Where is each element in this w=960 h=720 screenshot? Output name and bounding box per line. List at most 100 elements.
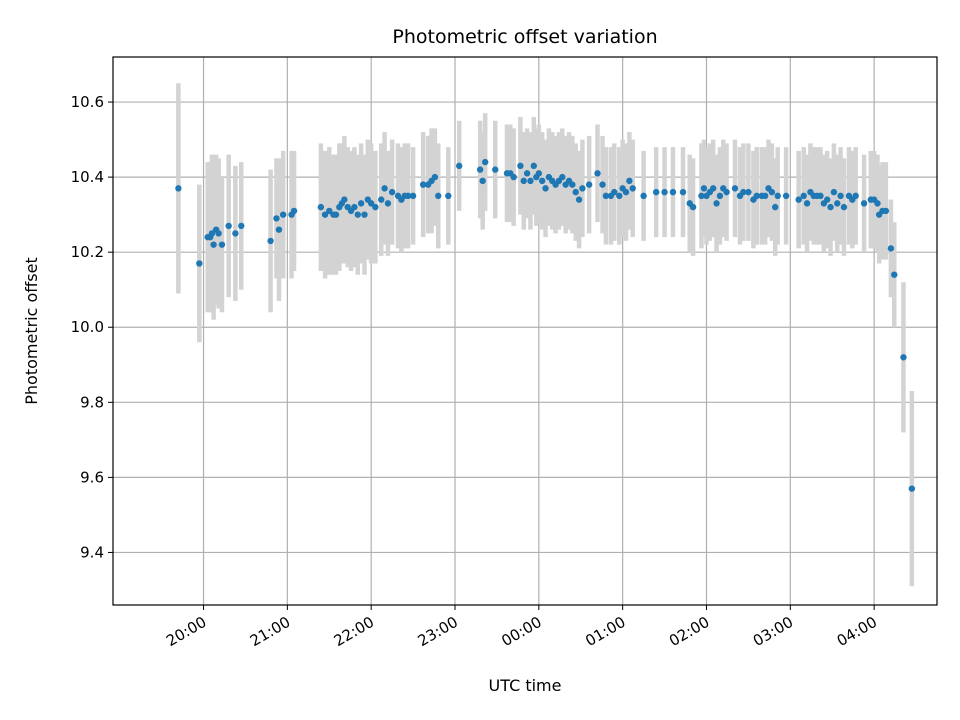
data-point [435, 192, 442, 200]
data-point [232, 230, 239, 237]
data-point [622, 188, 630, 196]
data-point [679, 188, 687, 196]
data-point [476, 166, 484, 173]
data-point [602, 192, 610, 200]
data-point [361, 211, 368, 218]
data-point [626, 177, 633, 185]
data-point [530, 162, 538, 170]
data-point [774, 192, 781, 200]
data-point [409, 192, 417, 200]
data-point [569, 181, 576, 188]
data-point [341, 196, 348, 203]
data-point [640, 192, 647, 200]
y-tick-label: 10.0 [71, 318, 104, 336]
data-point [900, 354, 907, 361]
y-axis-label: Photometric offset [22, 257, 41, 405]
plot-frame [112, 56, 938, 606]
data-point [745, 188, 752, 196]
data-point [275, 226, 283, 233]
data-point [740, 188, 747, 196]
data-point [616, 192, 623, 200]
y-axis-ticks: 9.4 9.6 9.8 10.0 10.2 10.4 10.6 [71, 93, 113, 561]
data-point [481, 158, 489, 166]
data-point [332, 211, 340, 218]
data-point [837, 192, 844, 200]
data-point [367, 200, 375, 207]
data-point [215, 230, 222, 237]
data-point [579, 185, 586, 192]
y-tick-label: 10.6 [71, 93, 104, 111]
data-point [572, 188, 579, 196]
data-point [196, 260, 203, 267]
data-point [891, 271, 898, 278]
data-point [723, 188, 730, 196]
data-point [517, 162, 524, 170]
data-point [559, 173, 566, 181]
data-point [827, 203, 834, 211]
data-point [803, 200, 811, 207]
data-point [175, 185, 182, 192]
data-point [594, 170, 601, 177]
data-point [800, 192, 807, 200]
data-point [575, 196, 583, 203]
data-point [267, 237, 274, 245]
data-point [731, 185, 739, 192]
data-point [388, 188, 396, 196]
data-point [538, 177, 546, 185]
data-point [882, 207, 890, 215]
y-tick-label: 10.2 [71, 243, 104, 261]
data-point [354, 211, 361, 218]
data-point [795, 196, 802, 203]
data-point [527, 177, 534, 185]
data-point [208, 230, 216, 237]
data-point [351, 203, 358, 211]
y-tick-label: 10.4 [71, 168, 104, 186]
data-point [378, 196, 385, 203]
data-point [404, 192, 412, 200]
data-point [381, 185, 388, 192]
chart-title: Photometric offset variation [392, 26, 657, 48]
data-point [830, 188, 838, 196]
data-point [317, 203, 325, 211]
data-point [661, 188, 668, 196]
data-point [689, 203, 697, 211]
data-point [431, 173, 439, 181]
data-point [887, 245, 895, 252]
data-point [492, 166, 499, 173]
data-point [357, 200, 365, 207]
data-point [860, 200, 868, 207]
data-point [840, 203, 848, 211]
data-point [542, 185, 549, 192]
data-point [225, 222, 232, 230]
data-point [753, 192, 760, 200]
data-point [326, 207, 333, 215]
data-point [768, 188, 776, 196]
data-points [175, 158, 916, 492]
data-point [372, 203, 379, 211]
y-tick-label: 9.6 [80, 468, 104, 486]
data-point [852, 192, 859, 200]
data-point [445, 192, 452, 200]
data-point [782, 192, 790, 200]
data-point [273, 215, 280, 222]
data-point [321, 211, 329, 218]
data-point [772, 203, 779, 211]
data-point [218, 241, 226, 248]
x-axis-label: UTC time [489, 676, 562, 695]
data-point [713, 200, 720, 207]
data-point [823, 196, 831, 203]
data-point [510, 173, 517, 181]
data-point [238, 222, 245, 230]
data-point [479, 177, 486, 185]
data-point [700, 185, 708, 192]
data-point [716, 192, 724, 200]
data-point [585, 181, 593, 188]
data-point [834, 200, 841, 207]
data-point [520, 177, 527, 185]
data-point [290, 207, 298, 215]
data-point [535, 170, 543, 177]
data-point [669, 188, 677, 196]
data-point [817, 192, 824, 200]
